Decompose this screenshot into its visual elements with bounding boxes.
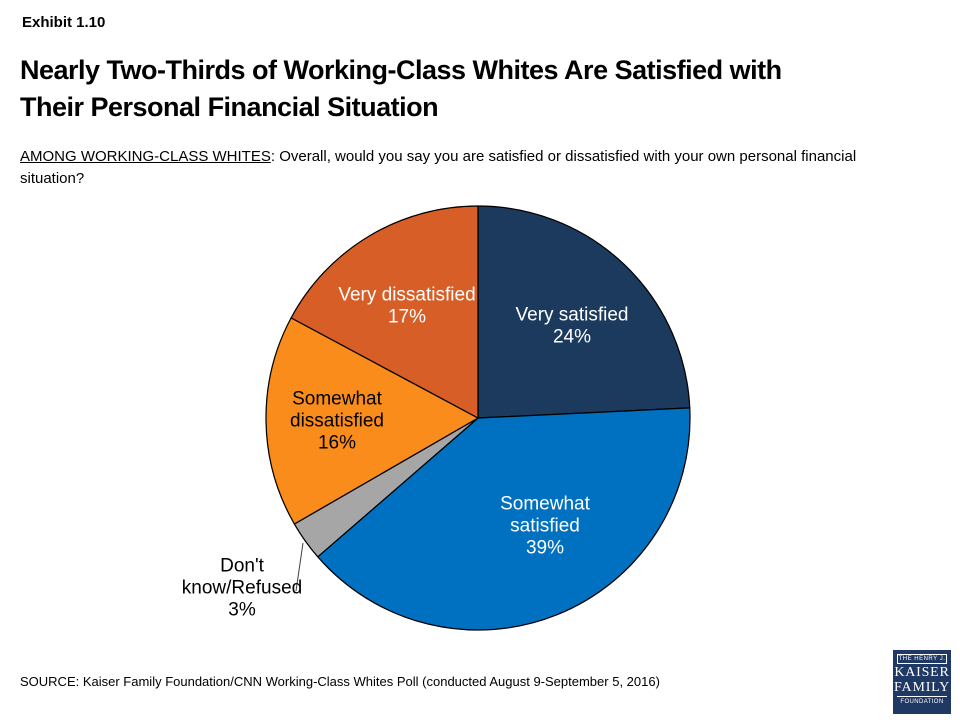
- pie-label-somewhat-dissatisfied: Somewhat dissatisfied 16%: [290, 389, 384, 454]
- survey-question-lead: AMONG WORKING-CLASS WHITES: [20, 148, 271, 165]
- kff-logo-the-henry-j: THE HENRY J.: [897, 654, 947, 664]
- survey-question: AMONG WORKING-CLASS WHITES: Overall, wou…: [20, 146, 900, 190]
- pie-slice-very-satisfied: [477, 205, 691, 419]
- pie-slice-somewhat-dissatisfied: [265, 317, 479, 525]
- exhibit-label: Exhibit 1.10: [22, 14, 106, 31]
- page-title: Nearly Two-Thirds of Working-Class White…: [20, 52, 930, 126]
- page-title-line-2: Their Personal Financial Situation: [20, 92, 439, 122]
- pie-label-very-dissatisfied: Very dissatisfied 17%: [338, 285, 475, 328]
- kff-logo-kaiser: KAISER: [894, 665, 950, 680]
- leader-line-dont-know-refused: [295, 542, 304, 592]
- pie-slice-somewhat-satisfied: [317, 407, 691, 631]
- pie-label-don-t-know-refused: Don't know/Refused 3%: [182, 556, 302, 621]
- pie-slice-very-dissatisfied: [290, 205, 479, 419]
- kff-logo-foundation: FOUNDATION: [897, 696, 947, 705]
- kff-logo-family: FAMILY: [893, 680, 951, 695]
- kff-logo: THE HENRY J. KAISER FAMILY FOUNDATION: [893, 650, 951, 714]
- source-note: SOURCE: Kaiser Family Foundation/CNN Wor…: [20, 674, 660, 689]
- page-title-line-1: Nearly Two-Thirds of Working-Class White…: [20, 55, 782, 85]
- pie-label-somewhat-satisfied: Somewhat satisfied 39%: [500, 494, 590, 559]
- pie-label-very-satisfied: Very satisfied 24%: [516, 305, 629, 348]
- survey-question-rest: : Overall, would you say you are satisfi…: [20, 148, 857, 187]
